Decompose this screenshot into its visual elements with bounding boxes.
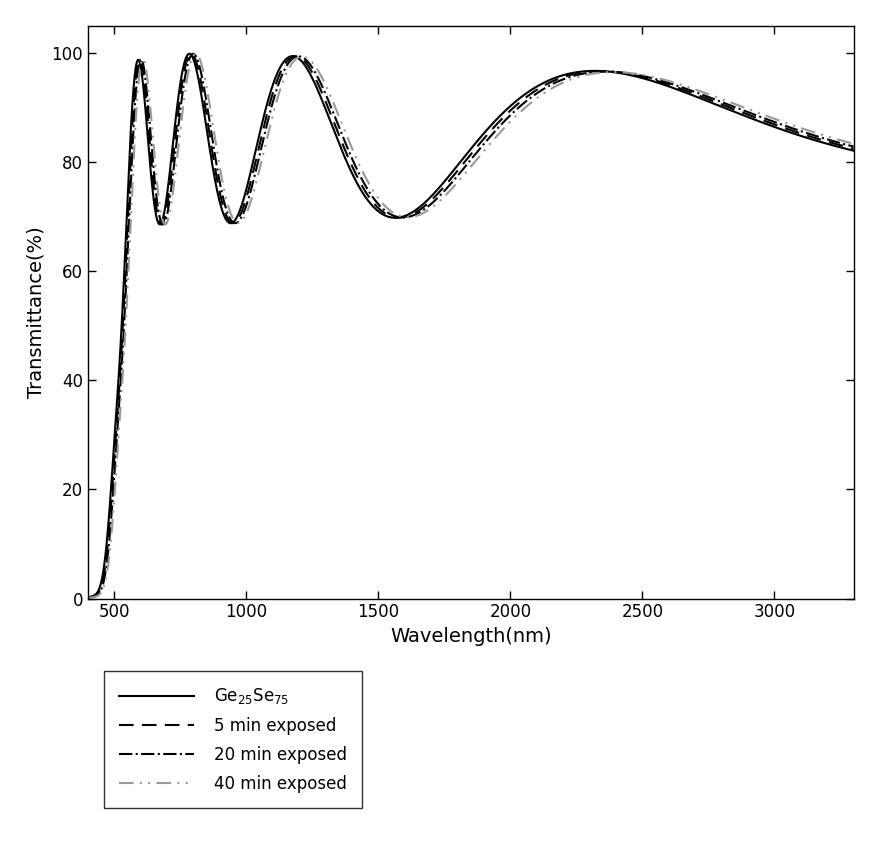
X-axis label: Wavelength(nm): Wavelength(nm) [390, 627, 552, 646]
Legend: Ge$_{25}$Se$_{75}$, 5 min exposed, 20 min exposed, 40 min exposed: Ge$_{25}$Se$_{75}$, 5 min exposed, 20 mi… [104, 671, 362, 808]
Y-axis label: Transmittance(%): Transmittance(%) [27, 227, 46, 398]
